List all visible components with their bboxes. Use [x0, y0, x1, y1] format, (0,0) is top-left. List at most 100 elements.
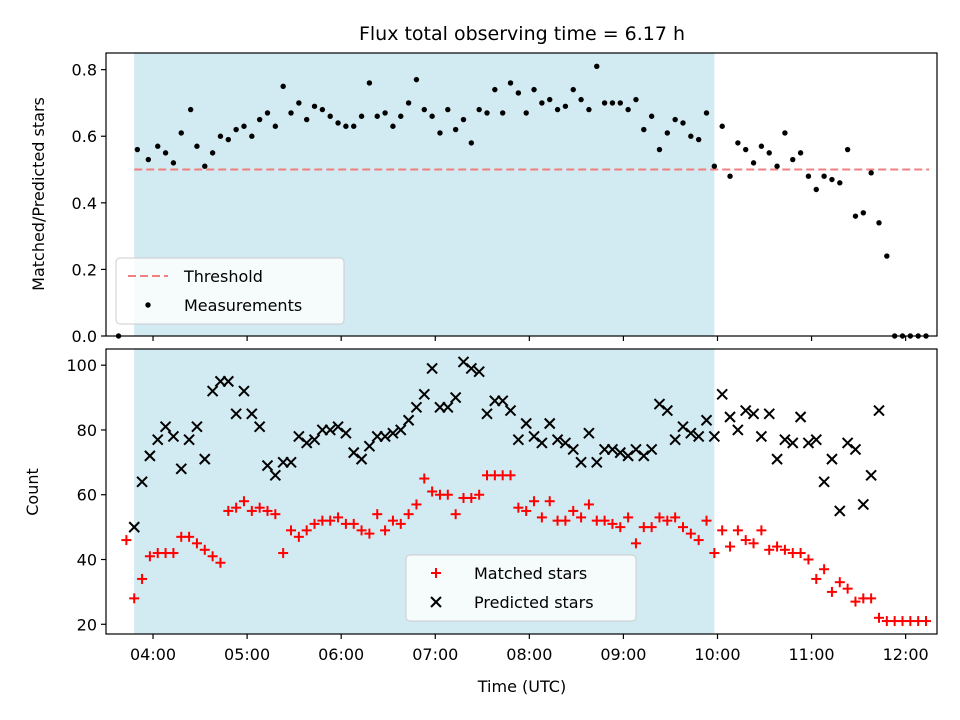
measurement-point [499, 110, 506, 116]
measurement-point [209, 150, 216, 156]
predicted-star-point [395, 424, 407, 436]
predicted-star-point [787, 437, 799, 449]
x-axis-label: Time (UTC) [477, 677, 566, 696]
measurement-point [774, 163, 780, 169]
measurement-point [609, 100, 616, 106]
predicted-star-point [779, 433, 791, 446]
y-tick-label: 100 [66, 356, 97, 375]
predicted-star-point [536, 437, 548, 449]
measurement-point [523, 110, 529, 116]
matched-star-point [866, 593, 877, 604]
count-panel: 20 40 60 80 100 04:00 05:00 06:00 07:00 08:00 09:… [23, 348, 938, 696]
measurement-point [852, 213, 859, 219]
measurement-point [844, 146, 851, 153]
measurement-point [680, 120, 686, 126]
matched-star-point [826, 586, 837, 597]
matched-star-point [607, 518, 618, 529]
measurement-point [374, 113, 380, 119]
matched-star-point [505, 470, 516, 481]
matched-star-point [599, 515, 610, 526]
measurement-point [570, 86, 576, 93]
matched-star-point [286, 525, 297, 536]
measurement-point [656, 146, 663, 153]
measurement-points [115, 63, 929, 339]
top-axes-frame [105, 52, 938, 337]
matched-star-point [670, 512, 681, 523]
predicted-star-point [238, 385, 250, 397]
matched-star-point [215, 557, 226, 568]
predicted-star-point [473, 365, 485, 378]
matched-stars-points [121, 470, 932, 627]
predicted-star-point [575, 456, 587, 469]
predicted-star-point [873, 404, 885, 417]
predicted-star-point [849, 443, 862, 456]
measurement-point [178, 130, 184, 136]
matched-star-point [419, 473, 430, 484]
predicted-star-point [826, 453, 838, 465]
measurement-point [264, 110, 271, 116]
predicted-star-point [363, 440, 376, 452]
legend-predicted-label: Predicted stars [474, 593, 594, 612]
predicted-star-point [583, 427, 595, 439]
matched-star-point [387, 515, 398, 526]
measurement-point [876, 220, 882, 226]
predicted-star-point [128, 521, 140, 533]
measurement-point [319, 106, 326, 113]
matched-star-point [262, 505, 273, 516]
x-tick-label: 11:00 [789, 645, 835, 664]
y-tick-label: 0.0 [72, 327, 97, 346]
predicted-star-point [152, 433, 164, 446]
chart-title: Flux total observing time = 6.17 h [359, 23, 685, 45]
matched-star-point [842, 583, 853, 594]
measurement-point [170, 160, 177, 166]
matched-star-point [623, 512, 634, 523]
matched-star-point [223, 505, 234, 516]
matched-star-point [442, 489, 453, 500]
matched-star-point [301, 525, 312, 536]
matched-star-point [427, 486, 438, 497]
matched-star-point [560, 515, 571, 526]
measurement-point [351, 123, 357, 129]
measurement-point [296, 100, 302, 106]
matched-star-point [748, 538, 759, 549]
predicted-star-point [300, 437, 313, 449]
predicted-star-point [551, 433, 564, 446]
matched-star-point [168, 548, 179, 559]
measurement-point [280, 83, 286, 89]
top-legend-box [115, 257, 345, 325]
top-y-axis-label: Matched/Predicted stars [29, 97, 48, 291]
measurement-point [241, 123, 247, 129]
predicted-star-point [167, 430, 180, 443]
matched-star-point [254, 502, 265, 513]
measurement-point [398, 113, 404, 119]
measurement-point [272, 123, 279, 129]
matched-star-point [348, 518, 359, 529]
matched-star-point [685, 528, 696, 539]
measurement-point [743, 146, 749, 153]
bottom-y-axis-label: Count [23, 468, 42, 516]
predicted-star-point [591, 456, 603, 469]
matched-star-point [544, 496, 555, 507]
matched-star-point [662, 515, 673, 526]
matched-star-point [701, 515, 712, 526]
predicted-star-point [496, 395, 509, 407]
matched-star-point [450, 509, 461, 520]
y-tick-label: 40 [77, 551, 97, 570]
measurement-point [437, 130, 443, 136]
y-tick-label: 0.8 [72, 61, 97, 80]
measurement-point [507, 80, 514, 86]
predicted-star-point [544, 417, 556, 430]
measurement-point [382, 110, 388, 116]
legend-matched-label: Matched stars [474, 564, 587, 583]
measurement-point [695, 136, 702, 143]
measurement-point [311, 103, 318, 109]
matched-star-point [137, 573, 148, 584]
matched-star-point [356, 525, 367, 536]
predicted-star-point [410, 401, 423, 414]
y-tick-label: 0.2 [72, 260, 97, 279]
predicted-star-point [606, 443, 619, 456]
matched-star-point [764, 544, 775, 555]
y-tick-label: 20 [77, 615, 97, 634]
matched-star-point [583, 499, 594, 510]
measurement-point [484, 110, 490, 116]
